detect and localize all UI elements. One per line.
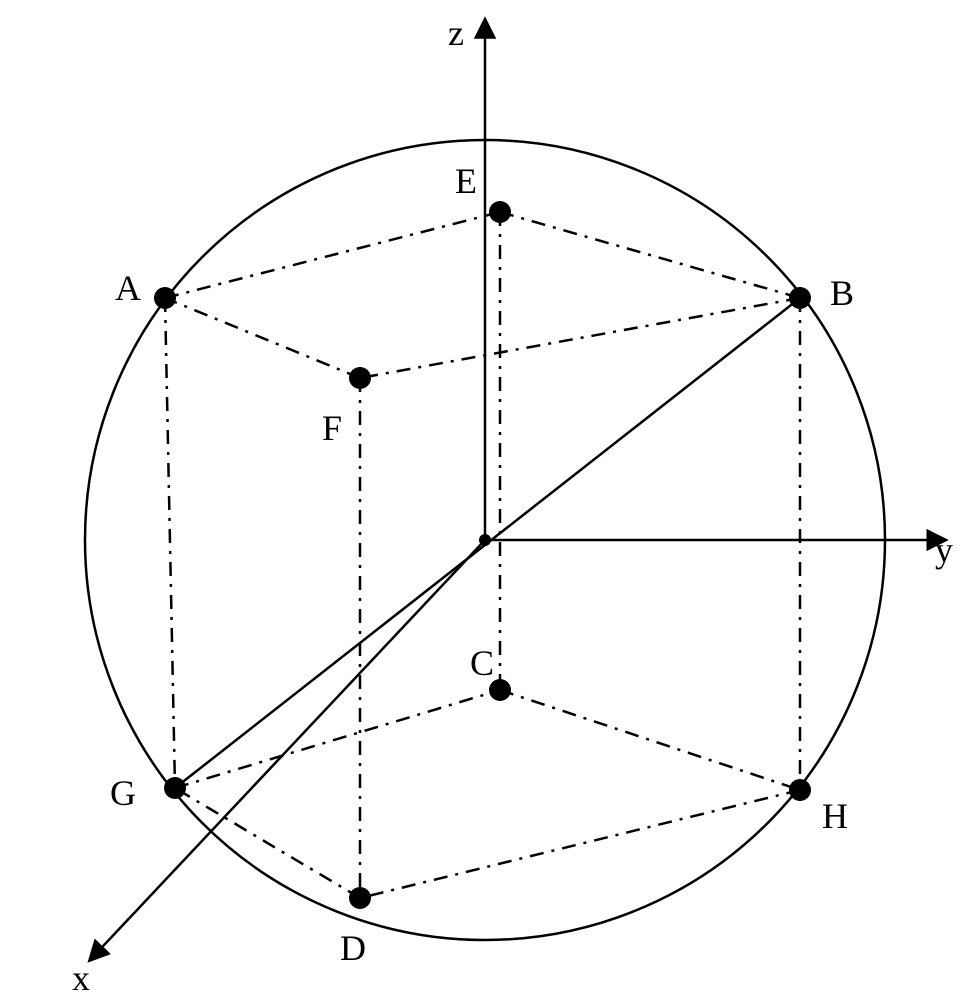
vertex-B <box>789 287 811 309</box>
vertex-label-G: G <box>110 773 136 813</box>
vertex-label-E: E <box>455 161 477 201</box>
vertex-label-D: D <box>340 928 366 968</box>
vertex-H <box>789 779 811 801</box>
vertex-label-B: B <box>830 273 854 313</box>
vertex-label-F: F <box>322 408 342 448</box>
vertex-G <box>164 777 186 799</box>
origin-point <box>479 534 491 546</box>
vertex-E <box>489 201 511 223</box>
vertex-A <box>154 287 176 309</box>
vertex-label-A: A <box>115 268 141 308</box>
vertex-F <box>349 367 371 389</box>
z-axis-label: z <box>448 13 464 53</box>
x-axis-label: x <box>72 958 90 998</box>
vertex-label-H: H <box>822 796 848 836</box>
vertex-label-C: C <box>470 643 494 683</box>
cube-inscribed-sphere-diagram: z y x A E B F G C H D <box>0 0 970 1000</box>
vertex-D <box>349 887 371 909</box>
y-axis-label: y <box>935 530 953 570</box>
